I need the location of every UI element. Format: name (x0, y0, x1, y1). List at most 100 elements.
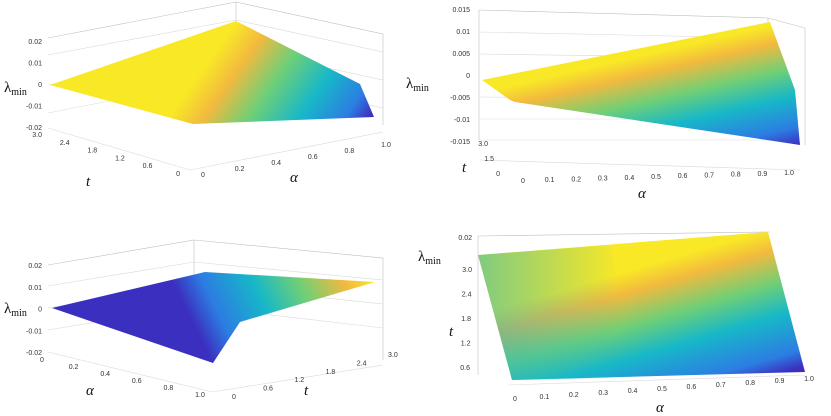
panel-1-ylabel: t (86, 174, 91, 190)
panel-2-x-tick-label: 0.8 (731, 172, 741, 179)
panel-4-x-ticks: 0 0.1 0.2 0.3 0.4 0.5 0.6 0.7 0.8 0.9 1.0 (513, 376, 814, 403)
panel-2-zlabel: λmin (406, 76, 429, 94)
panel-1-y-tick-label: 0 (176, 171, 180, 178)
panel-3-y-tick-label: 2.4 (357, 360, 367, 367)
panel-3-y-tick-label: 0 (232, 394, 236, 401)
panel-3-y-tick-label: 1.8 (326, 369, 336, 376)
panel-4-x-tick-label: 0.4 (628, 388, 638, 395)
panel-2-x-ticks: 0 0.1 0.2 0.3 0.4 0.5 0.6 0.7 0.8 0.9 1.0 (521, 170, 794, 185)
panel-3-y-tick-label: 1.2 (294, 377, 304, 384)
panel-2-z-tick-label: 0.015 (452, 7, 470, 14)
panel-3-y-ticks: 0 0.6 1.2 1.8 2.4 3.0 (232, 352, 398, 401)
panel-1-x-tick-label: 0.2 (235, 166, 245, 173)
panel-1: λmin 0.02 0.01 0 -0.01 -0.02 0 0.2 0.4 0.6 0.8 1.… (4, 1, 391, 190)
panel-3-y-tick-label: 0.6 (263, 386, 273, 393)
panel-1-zlabel: λmin (4, 80, 27, 98)
panel-1-x-tick-label: 0.4 (271, 160, 281, 167)
panel-1-xlabel: α (290, 170, 299, 186)
panel-1-z-tick-label: -0.01 (26, 104, 42, 111)
panel-1-y-tick-label: 2.4 (60, 140, 70, 147)
panel-3-zlabel: λmin (4, 301, 27, 319)
panel-3-x-tick-label: 0.2 (69, 364, 79, 371)
panel-4-z-ticks: 0.02 (458, 235, 472, 242)
panel-2-z-tick-label: -0.01 (454, 117, 470, 124)
panel-4-x-tick-label: 0 (513, 396, 517, 403)
panel-4-y-tick-label: 2.4 (462, 292, 472, 299)
panel-4-box (477, 231, 806, 386)
panel-3-y-tick-label: 3.0 (388, 352, 398, 359)
panel-4-x-tick-label: 0.2 (569, 392, 579, 399)
panel-3-surface (52, 272, 375, 363)
panel-2-y-tick-label: 0 (496, 171, 500, 178)
panel-2-x-tick-label: 1.0 (784, 170, 794, 177)
panel-4-x-tick-label: 0.3 (598, 390, 608, 397)
panel-2-y-tick-label: 1.5 (484, 156, 494, 163)
panel-2-xlabel: α (638, 186, 647, 202)
panel-2-x-tick-label: 0.5 (651, 174, 661, 181)
panel-4-y-tick-label: 3.0 (462, 267, 472, 274)
panel-3-x-tick-label: 0.4 (100, 371, 110, 378)
panel-4-xlabel: α (656, 400, 665, 416)
panel-1-y-tick-label: 3.0 (32, 132, 42, 139)
panel-2-z-tick-label: 0 (466, 73, 470, 80)
panel-2-x-tick-label: 0.1 (545, 177, 555, 184)
panel-3-ylabel: t (304, 383, 309, 399)
panel-4-y-tick-label: 1.8 (461, 316, 471, 323)
panel-4-zlabel: λmin (418, 249, 441, 267)
panel-2-x-tick-label: 0.6 (678, 173, 688, 180)
panel-4-x-tick-label: 0.9 (775, 378, 785, 385)
panel-1-y-ticks: 3.0 2.4 1.8 1.2 0.6 0 (32, 132, 180, 178)
panel-4-x-tick-label: 0.5 (657, 386, 667, 393)
panel-4-x-tick-label: 0.1 (540, 394, 550, 401)
panel-2-x-tick-label: 0.3 (598, 176, 608, 183)
panel-4-z-tick-label: 0.02 (458, 235, 472, 242)
panel-2-x-tick-label: 0.2 (571, 176, 581, 183)
panel-4-y-ticks: 3.0 2.4 1.8 1.2 0.6 (460, 267, 472, 372)
panel-3-z-tick-label: 0 (38, 307, 42, 314)
panel-1-x-tick-label: 0.6 (308, 154, 318, 161)
panel-3-xlabel: α (86, 383, 95, 399)
panel-2-y-tick-label: 3.0 (478, 141, 488, 148)
panel-4-y-tick-label: 0.6 (460, 365, 470, 372)
panel-4-y-tick-label: 1.2 (461, 341, 471, 348)
panel-1-x-tick-label: 1.0 (381, 142, 391, 149)
panel-2-x-tick-label: 0.9 (758, 171, 768, 178)
panel-3: λmin 0.02 0.01 0 -0.01 -0.02 0 0.2 0.4 0.6 0.8 1.… (4, 239, 398, 401)
panel-1-y-tick-label: 0.6 (143, 163, 153, 170)
panel-2-y-ticks: 3.0 1.5 0 (478, 141, 500, 178)
panel-2-z-tick-label: 0.005 (452, 51, 470, 58)
panel-4-x-tick-label: 0.7 (716, 382, 726, 389)
panel-1-z-tick-label: 0.01 (28, 61, 42, 68)
panel-1-x-tick-label: 0.8 (345, 148, 355, 155)
panel-4-ylabel: t (449, 324, 454, 340)
panel-1-y-tick-label: 1.8 (87, 148, 97, 155)
panel-4: λmin 0.02 0 0.1 0.2 0.3 0.4 0.5 0.6 0.7 0.8 0.9 1.… (418, 231, 814, 416)
panel-1-y-tick-label: 1.2 (115, 155, 125, 162)
panel-2-x-tick-label: 0.4 (625, 175, 635, 182)
panel-4-x-tick-label: 0.6 (687, 384, 697, 391)
panel-2-z-tick-label: -0.015 (450, 139, 470, 146)
panel-4-x-tick-label: 0.8 (745, 380, 755, 387)
panel-1-x-tick-label: 0 (201, 172, 205, 179)
panel-3-z-ticks: 0.02 0.01 0 -0.01 -0.02 (26, 263, 42, 357)
panel-2-x-tick-label: 0 (521, 178, 525, 185)
panel-1-z-tick-label: -0.02 (26, 125, 42, 132)
panel-3-x-tick-label: 0 (40, 357, 44, 364)
panel-3-x-tick-label: 0.8 (164, 385, 174, 392)
panel-2-surface (482, 22, 800, 145)
panel-1-x-ticks: 0 0.2 0.4 0.6 0.8 1.0 (201, 142, 391, 179)
panel-1-surface (50, 21, 374, 124)
panel-2-z-tick-label: -0.005 (450, 95, 470, 102)
panel-3-z-tick-label: -0.02 (26, 350, 42, 357)
panel-3-x-ticks: 0 0.2 0.4 0.6 0.8 1.0 (40, 357, 205, 399)
panel-3-z-tick-label: -0.01 (26, 328, 42, 335)
panel-3-z-tick-label: 0.02 (28, 263, 42, 270)
panel-1-z-ticks: 0.02 0.01 0 -0.01 -0.02 (26, 39, 42, 132)
panel-1-z-tick-label: 0 (38, 82, 42, 89)
panel-3-x-tick-label: 1.0 (195, 392, 205, 399)
panel-1-z-tick-label: 0.02 (28, 39, 42, 46)
panel-2-z-ticks: 0.015 0.01 0.005 0 -0.005 -0.01 -0.015 (450, 7, 470, 146)
panel-3-z-tick-label: 0.01 (28, 285, 42, 292)
